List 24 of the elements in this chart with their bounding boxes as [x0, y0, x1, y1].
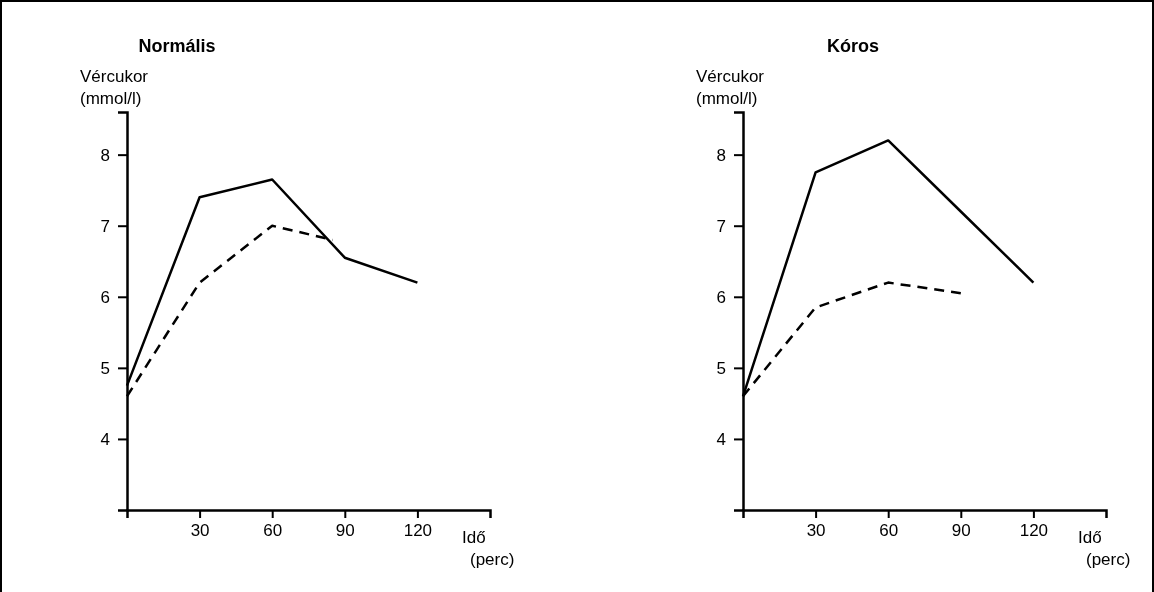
y-tick-label: 8	[100, 145, 110, 165]
y-tick-label: 5	[716, 358, 726, 378]
x-tick-label: 30	[806, 521, 826, 541]
x-tick-label: 60	[879, 521, 899, 541]
x-tick-label: 60	[263, 521, 283, 541]
y-tick-label: 4	[100, 429, 110, 449]
y-axis-title: Vércukor (mmol/l)	[696, 67, 765, 108]
x-tick-label: 120	[403, 521, 433, 541]
y-tick-label: 7	[716, 216, 726, 236]
y-tick-label: 5	[100, 358, 110, 378]
y-tick-label: 8	[716, 145, 726, 165]
x-tick-label: 30	[190, 521, 210, 541]
y-tick-label: 7	[100, 216, 110, 236]
chart-title: Kóros	[826, 36, 880, 56]
x-tick-label: 120	[1019, 521, 1049, 541]
y-tick-label: 6	[716, 287, 726, 307]
y-axis-title: Vércukor (mmol/l)	[80, 67, 149, 108]
chart-title: Normális	[138, 36, 216, 56]
x-axis-title: Idő (perc)	[1078, 528, 1131, 569]
x-tick-label: 90	[335, 521, 355, 541]
x-tick-label: 90	[951, 521, 971, 541]
y-tick-label: 6	[100, 287, 110, 307]
x-axis-title: Idő (perc)	[462, 528, 515, 569]
y-tick-label: 4	[716, 429, 726, 449]
